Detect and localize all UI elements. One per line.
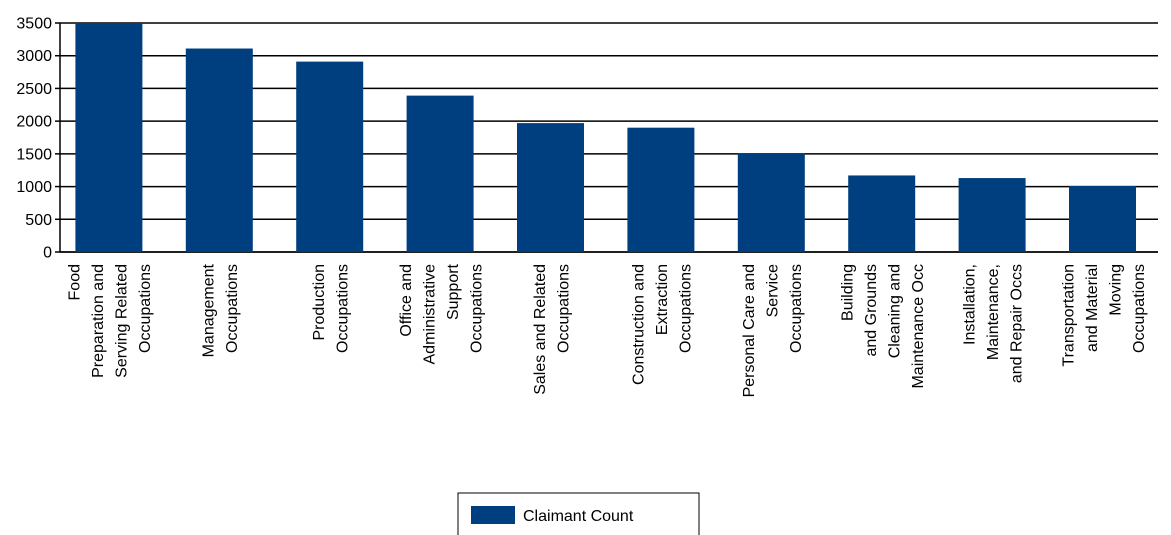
category-label-line: Food [67,264,84,300]
legend: Claimant Count [457,492,700,535]
bar [517,123,584,252]
category-label-line: Transportation [1060,264,1077,367]
y-tick-label: 2500 [16,81,52,98]
category-label-line: Building [839,264,856,321]
bar [185,48,253,252]
category-label-line: Administrative [421,264,438,365]
category-labels: Food Preparation and Serving Related Occupa… [67,263,1148,397]
y-tick-label: 0 [43,245,52,262]
bar [627,127,695,252]
category-label: Food Preparation and Serving Related Occupa… [67,264,154,378]
y-tick-label: 2000 [16,114,52,131]
category-label-line: Construction and [630,264,647,385]
legend-swatch [471,506,515,524]
category-label-line: Occupations [468,264,485,353]
category-label: Transportation and Material Moving Occupati… [1060,264,1148,367]
category-label-line: Occupations [334,264,351,353]
category-label-line: Moving [1107,264,1124,316]
category-label: Installation, Maintenance, and Repair Occs [962,264,1026,383]
category-label: Construction and Extraction Occupations [630,264,694,385]
category-label-line: Extraction [654,264,671,335]
category-label-line: Occupations [677,264,694,353]
category-label-line: Management [201,263,218,357]
category-label-line: Occupations [555,264,572,353]
category-label-line: Production [311,264,328,341]
category-label: Building and Grounds Cleaning and Maintenan… [839,264,927,389]
y-axis-tick-labels: 0 500 1000 1500 2000 2500 3000 3500 [16,16,52,262]
y-tick-label: 1500 [16,146,52,163]
legend-label: Claimant Count [523,508,634,525]
y-tick-label: 3500 [16,16,52,33]
category-label: Personal Care and Service Occupations [741,264,805,398]
category-label-line: and Grounds [863,264,880,357]
bar [75,23,143,252]
category-label-line: and Repair Occs [1009,264,1026,383]
category-label-line: Preparation and [90,264,107,378]
bar [296,61,364,252]
category-label: Sales and Related Occupations [532,264,573,395]
category-label-line: Office and [398,264,415,337]
category-label-line: Occupations [788,264,805,353]
category-label: Management Occupations [201,263,242,357]
y-tick-label: 3000 [16,48,52,65]
category-label-line: Installation, [962,264,979,345]
bar [737,153,805,252]
category-label-line: Maintenance Occ [910,264,927,389]
category-label-line: Support [445,263,462,320]
category-label-line: Sales and Related [532,264,549,395]
legend-box [457,492,700,535]
bar [406,95,474,252]
category-label-line: Occupations [1131,264,1148,353]
category-label-line: Serving Related [114,264,131,378]
bars [75,23,1136,252]
bar [848,175,916,252]
category-label-line: Service [764,264,781,317]
bar [1069,185,1136,252]
category-label-line: Personal Care and [741,264,758,397]
category-label: Office and Administrative Support Occupatio… [398,263,486,364]
bar [958,178,1026,252]
y-tick-label: 1000 [16,179,52,196]
category-label-line: Cleaning and [886,264,903,358]
y-tick-label: 500 [25,212,52,229]
category-label-line: Occupations [224,264,241,353]
category-label-line: Maintenance, [985,264,1002,360]
category-label-line: and Material [1084,264,1101,352]
category-label: Production Occupations [311,264,352,353]
category-label-line: Occupations [137,264,154,353]
